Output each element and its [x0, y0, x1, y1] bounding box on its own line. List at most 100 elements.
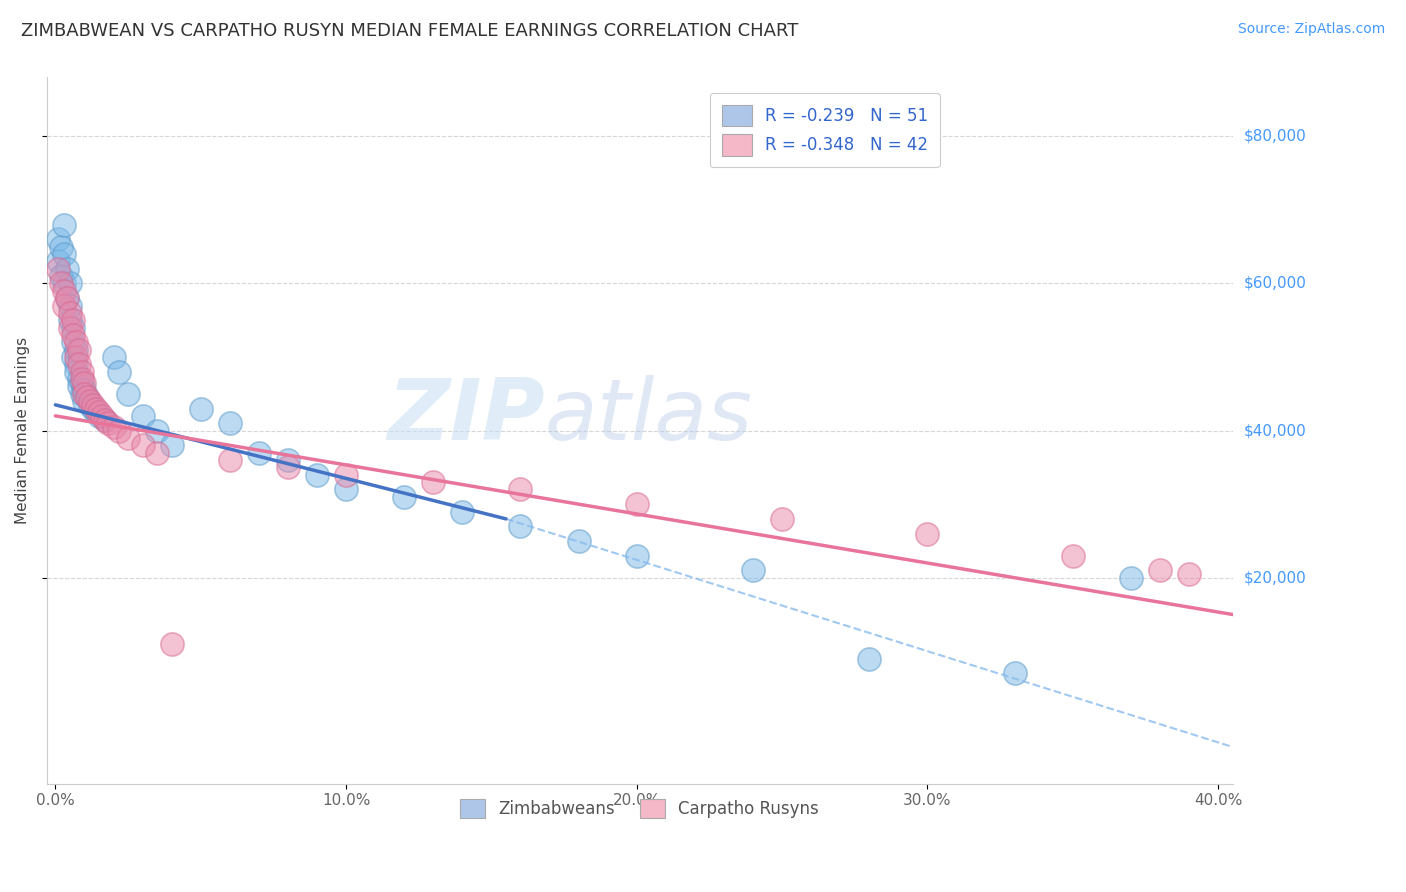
Point — [73, 386, 96, 401]
Text: $40,000: $40,000 — [1244, 423, 1306, 438]
Point — [59, 299, 82, 313]
Point — [62, 335, 84, 350]
Point — [277, 460, 299, 475]
Y-axis label: Median Female Earnings: Median Female Earnings — [15, 337, 30, 524]
Point — [392, 490, 415, 504]
Point — [56, 291, 79, 305]
Point — [218, 416, 240, 430]
Point — [70, 365, 93, 379]
Point — [1149, 563, 1171, 577]
Text: Source: ZipAtlas.com: Source: ZipAtlas.com — [1237, 22, 1385, 37]
Point — [65, 343, 87, 357]
Point — [770, 512, 793, 526]
Point — [626, 549, 648, 563]
Point — [1004, 666, 1026, 681]
Point — [509, 483, 531, 497]
Point — [62, 327, 84, 342]
Point — [160, 438, 183, 452]
Point — [70, 372, 93, 386]
Point — [53, 218, 76, 232]
Point — [305, 467, 328, 482]
Point — [94, 412, 117, 426]
Point — [858, 651, 880, 665]
Point — [53, 284, 76, 298]
Text: ZIP: ZIP — [387, 375, 544, 458]
Point — [1119, 571, 1142, 585]
Point — [65, 365, 87, 379]
Point — [451, 504, 474, 518]
Point — [1178, 567, 1201, 582]
Text: $20,000: $20,000 — [1244, 570, 1306, 585]
Point — [53, 247, 76, 261]
Point — [67, 372, 90, 386]
Point — [626, 497, 648, 511]
Point — [1062, 549, 1084, 563]
Point — [87, 409, 110, 423]
Point — [65, 335, 87, 350]
Point — [509, 519, 531, 533]
Point — [247, 445, 270, 459]
Point — [190, 401, 212, 416]
Point — [422, 475, 444, 489]
Point — [70, 376, 93, 390]
Point — [56, 291, 79, 305]
Point — [51, 277, 73, 291]
Point — [79, 398, 101, 412]
Point — [73, 376, 96, 390]
Point — [82, 401, 104, 416]
Point — [62, 320, 84, 334]
Point — [131, 438, 153, 452]
Point — [79, 394, 101, 409]
Text: ZIMBABWEAN VS CARPATHO RUSYN MEDIAN FEMALE EARNINGS CORRELATION CHART: ZIMBABWEAN VS CARPATHO RUSYN MEDIAN FEMA… — [21, 22, 799, 40]
Point — [59, 306, 82, 320]
Point — [97, 416, 120, 430]
Point — [46, 232, 69, 246]
Point — [90, 409, 112, 423]
Point — [59, 320, 82, 334]
Point — [568, 533, 591, 548]
Point — [65, 357, 87, 371]
Point — [103, 420, 125, 434]
Point — [103, 350, 125, 364]
Point — [51, 240, 73, 254]
Point — [87, 405, 110, 419]
Text: $80,000: $80,000 — [1244, 128, 1306, 144]
Point — [73, 383, 96, 397]
Point — [277, 453, 299, 467]
Point — [62, 313, 84, 327]
Point — [53, 277, 76, 291]
Point — [117, 431, 139, 445]
Point — [742, 563, 765, 577]
Point — [146, 445, 169, 459]
Point — [108, 365, 131, 379]
Point — [917, 526, 939, 541]
Point — [70, 386, 93, 401]
Point — [67, 357, 90, 371]
Point — [117, 386, 139, 401]
Point — [46, 261, 69, 276]
Point — [62, 350, 84, 364]
Text: $60,000: $60,000 — [1244, 276, 1306, 291]
Point — [46, 254, 69, 268]
Point — [67, 343, 90, 357]
Point — [65, 350, 87, 364]
Point — [131, 409, 153, 423]
Point — [218, 453, 240, 467]
Point — [82, 398, 104, 412]
Point — [51, 269, 73, 284]
Point — [108, 424, 131, 438]
Point — [73, 394, 96, 409]
Point — [94, 412, 117, 426]
Point — [76, 391, 98, 405]
Legend: Zimbabweans, Carpatho Rusyns: Zimbabweans, Carpatho Rusyns — [454, 792, 825, 825]
Point — [53, 299, 76, 313]
Point — [335, 483, 357, 497]
Point — [335, 467, 357, 482]
Point — [67, 379, 90, 393]
Text: atlas: atlas — [544, 375, 752, 458]
Point — [160, 637, 183, 651]
Point — [84, 401, 107, 416]
Point — [84, 405, 107, 419]
Point — [59, 277, 82, 291]
Point — [76, 391, 98, 405]
